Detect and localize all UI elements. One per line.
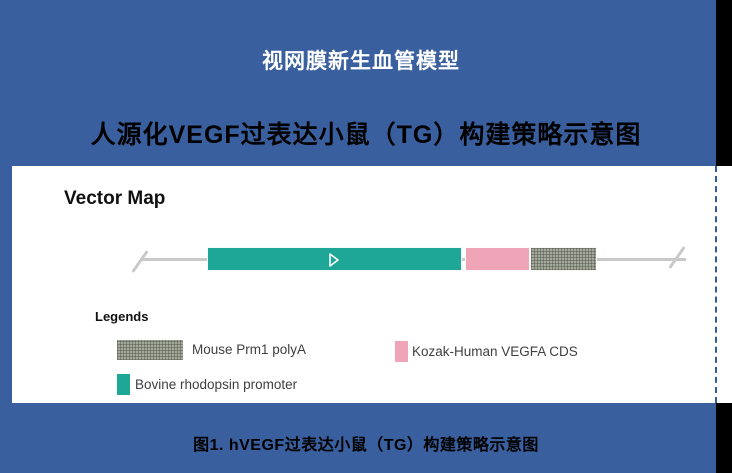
legend-label-kozak-human-vegfa-cds: Kozak-Human VEGFA CDS [412,344,578,359]
promoter-direction-arrow-icon [329,253,339,267]
page-subtitle: 人源化VEGF过表达小鼠（TG）构建策略示意图 [90,121,642,149]
legend-label-bovine-rhodopsin-promoter: Bovine rhodopsin promoter [135,377,298,392]
legend-swatch-mouse-prm1-polya [117,340,183,360]
legends-title: Legends [95,309,149,324]
legend-swatch-bovine-rhodopsin-promoter [117,374,130,395]
backbone-left-break-slash-icon [131,249,149,274]
dashed-border-line [715,166,717,403]
segment-kozak-human-vegfa-cds [465,247,530,271]
legend-swatch-kozak-human-vegfa-cds [395,341,408,362]
vector-map-title: Vector Map [64,188,166,209]
figure-panel: Vector Map Legends Mouse Prm1 polyA Koza… [12,166,732,403]
segment-bovine-rhodopsin-promoter [207,247,462,271]
legend-label-mouse-prm1-polya: Mouse Prm1 polyA [192,342,307,357]
figure-caption: 图1. hVEGF过表达小鼠（TG）构建策略示意图 [193,437,539,454]
segment-mouse-prm1-polya [530,247,597,271]
page-title: 视网膜新生血管模型 [262,50,460,73]
